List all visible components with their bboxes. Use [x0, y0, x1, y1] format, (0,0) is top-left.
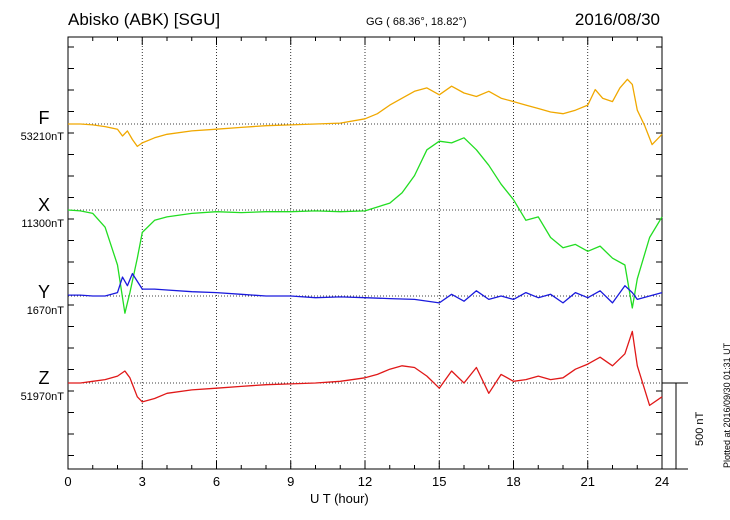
station-title: Abisko (ABK) [SGU] — [68, 10, 221, 29]
plotted-timestamp: Plotted at 2016/09/30 01:31 UT — [722, 342, 730, 468]
series-line-z — [68, 330, 663, 407]
series-line-x — [67, 137, 663, 314]
series-label-z: Z — [38, 368, 50, 388]
x-tick-label: 18 — [506, 474, 520, 489]
x-tick-label: 15 — [432, 474, 446, 489]
x-tick-label: 24 — [655, 474, 669, 489]
baseline-label-y: 1670nT — [26, 305, 64, 317]
baseline-label-f: 53210nT — [20, 131, 64, 143]
x-tick-label: 12 — [358, 474, 372, 489]
x-tick-label: 0 — [64, 474, 71, 489]
series-label-y: Y — [37, 282, 50, 302]
x-axis-label: U T (hour) — [310, 491, 369, 506]
series-line-f — [68, 78, 663, 148]
x-tick-label: 6 — [213, 474, 220, 489]
series-label-f: F — [38, 108, 50, 128]
plot-date: 2016/08/30 — [574, 10, 660, 29]
x-tick-label: 9 — [287, 474, 294, 489]
scale-bar-label: 500 nT — [694, 411, 706, 446]
baseline-label-z: 51970nT — [20, 391, 64, 403]
x-tick-label: 3 — [139, 474, 146, 489]
x-tick-label: 21 — [581, 474, 595, 489]
series-line-y — [68, 272, 663, 304]
baseline-label-x: 11300nT — [21, 218, 64, 230]
geo-coordinates: GG ( 68.36°, 18.82°) — [366, 16, 467, 28]
series-label-x: X — [37, 195, 50, 215]
